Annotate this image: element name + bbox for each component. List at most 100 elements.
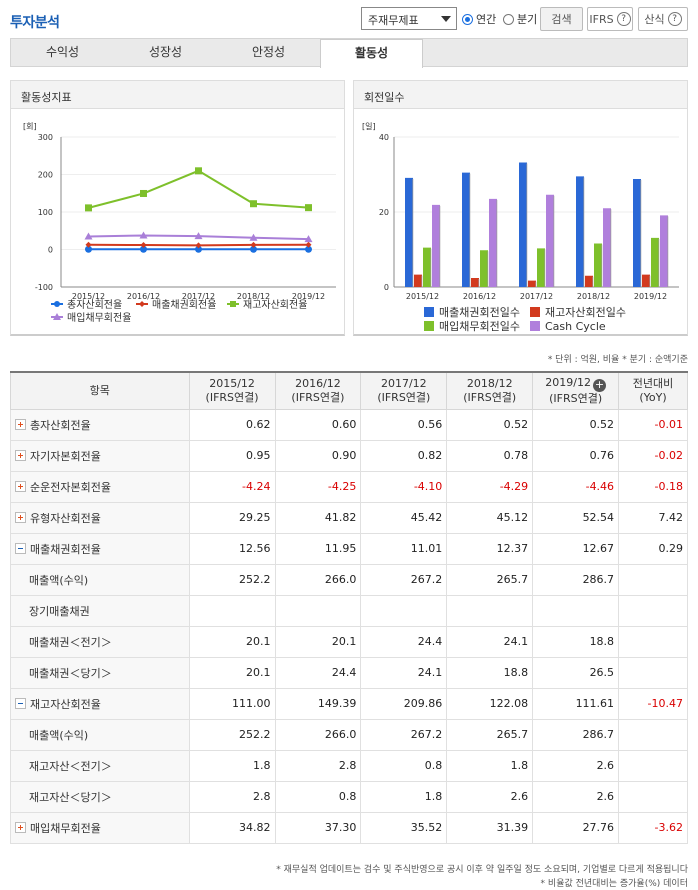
row-label: 매출채권＜당기＞	[10, 656, 190, 689]
bar	[489, 198, 497, 287]
page-title: 투자분석	[10, 15, 60, 31]
ifrs-help-button[interactable]: IFRS ?	[587, 7, 633, 31]
header-period: 2017/12 (IFRS연결)	[360, 371, 448, 410]
table-cell: 252.2	[188, 718, 276, 751]
table-cell: -4.46	[532, 470, 620, 503]
table-cell: 0.8	[274, 780, 362, 813]
table-cell: 266.0	[274, 718, 362, 751]
row-label: 자기자본회전율	[10, 439, 190, 472]
header-year: 2016/12	[295, 376, 341, 390]
expand-icon[interactable]	[15, 418, 26, 430]
data-point	[250, 200, 257, 208]
yoy-cell: -0.18	[618, 470, 688, 503]
table-row: 재고자산＜당기＞ 2.8 0.8 1.8 2.6 2.6	[10, 780, 688, 813]
bar	[405, 177, 413, 287]
data-point	[195, 167, 202, 175]
row-label: 장기매출채권	[10, 594, 190, 627]
table-header-row: 항목 2015/12 (IFRS연결) 2016/12 (IFRS연결) 2017/12…	[10, 371, 688, 410]
row-label: 재고자산회전율	[10, 687, 190, 720]
bar	[414, 274, 422, 287]
yoy-cell	[618, 749, 688, 782]
table-cell: 52.54	[532, 501, 620, 534]
table-cell: -4.10	[360, 470, 448, 503]
legend-label: Cash Cycle	[545, 320, 606, 333]
collapse-icon[interactable]	[15, 697, 26, 709]
expand-icon[interactable]	[15, 449, 26, 461]
x-tick-label: 2015/12	[406, 292, 439, 301]
table-row: 유형자산회전율 29.25 41.82 45.42 45.12 52.54 7.42	[10, 501, 688, 534]
table-cell: 265.7	[446, 718, 534, 751]
category-tabs: 수익성 성장성 안정성 활동성	[10, 38, 688, 68]
data-point	[250, 241, 257, 248]
y-tick-label: 40	[379, 133, 389, 142]
table-row: 매출채권회전율 12.56 11.95 11.01 12.37 12.67 0.29	[10, 532, 688, 565]
data-point	[305, 245, 312, 253]
formula-help-button[interactable]: 산식 ?	[638, 7, 688, 31]
table-cell: 267.2	[360, 718, 448, 751]
table-cell: 45.42	[360, 501, 448, 534]
statement-select[interactable]: 주재무제표	[361, 7, 457, 30]
row-label-text: 총자산회전율	[30, 418, 91, 432]
data-point	[85, 204, 92, 212]
x-tick-label: 2017/12	[182, 292, 215, 301]
data-point	[139, 231, 148, 239]
tab-activity[interactable]: 활동성	[320, 39, 423, 68]
bar-shadow	[412, 178, 414, 287]
footnote-2: * 비율값 전년대비는 증가율(%) 데이터	[540, 879, 688, 889]
table-cell: 0.82	[360, 439, 448, 472]
data-point	[304, 235, 313, 243]
tab-stability[interactable]: 안정성	[251, 45, 286, 59]
table-cell: 111.00	[188, 687, 276, 720]
bar-shadow	[610, 209, 612, 287]
table-cell: 267.2	[360, 563, 448, 596]
expand-icon[interactable]	[15, 821, 26, 833]
bar-shadow	[478, 279, 480, 287]
bar-shadow	[544, 249, 546, 287]
tab-profitability[interactable]: 수익성	[45, 45, 80, 59]
legend-label: 매입채무회전율	[67, 311, 131, 324]
table-cell: 11.95	[274, 532, 362, 565]
yoy-cell: -0.02	[618, 439, 688, 472]
table-cell: 0.62	[188, 408, 276, 441]
expand-icon[interactable]	[15, 511, 26, 523]
header-basis: (IFRS연결)	[291, 390, 345, 404]
bar	[480, 250, 488, 287]
table-row: 총자산회전율 0.62 0.60 0.56 0.52 0.52 -0.01	[10, 408, 688, 441]
bar	[585, 275, 593, 287]
table-cell: 122.08	[446, 687, 534, 720]
row-label-text: 유형자산회전율	[30, 511, 101, 525]
table-cell: 286.7	[532, 718, 620, 751]
data-point	[194, 232, 203, 240]
chevron-down-icon	[441, 16, 451, 22]
y-tick-label: 200	[38, 171, 53, 180]
turnover-bar-chart: [일]40 20 0 2015/12 2016/12 2017/12 2018/12 2019…	[362, 122, 679, 333]
x-tick-label: 2016/12	[463, 292, 496, 301]
bar-shadow	[496, 199, 498, 287]
data-point	[85, 241, 92, 248]
expand-icon[interactable]	[15, 480, 26, 492]
search-button[interactable]: 검색	[540, 7, 583, 31]
radio-annual-label: 연간	[476, 13, 497, 26]
radio-annual[interactable]: 연간	[462, 11, 496, 27]
row-label-text: 매출채권회전율	[30, 542, 101, 556]
table-cell: 0.95	[188, 439, 276, 472]
bar-shadow	[658, 238, 660, 287]
data-point	[249, 233, 258, 241]
bar	[546, 194, 554, 287]
legend-swatch	[424, 321, 434, 331]
collapse-icon[interactable]	[15, 542, 26, 554]
table-cell: 11.01	[360, 532, 448, 565]
table-cell: 1.8	[360, 780, 448, 813]
table-cell: 252.2	[188, 563, 276, 596]
data-point	[195, 242, 202, 249]
table-cell: 27.76	[532, 811, 620, 844]
add-column-icon[interactable]: +	[592, 378, 606, 392]
yoy-cell	[618, 718, 688, 751]
table-cell: -4.24	[188, 470, 276, 503]
radio-quarter[interactable]: 분기	[503, 11, 537, 27]
tab-growth[interactable]: 성장성	[148, 45, 183, 59]
bar	[462, 172, 470, 287]
table-cell: 0.56	[360, 408, 448, 441]
table-cell: 20.1	[188, 656, 276, 689]
bar	[594, 243, 602, 287]
